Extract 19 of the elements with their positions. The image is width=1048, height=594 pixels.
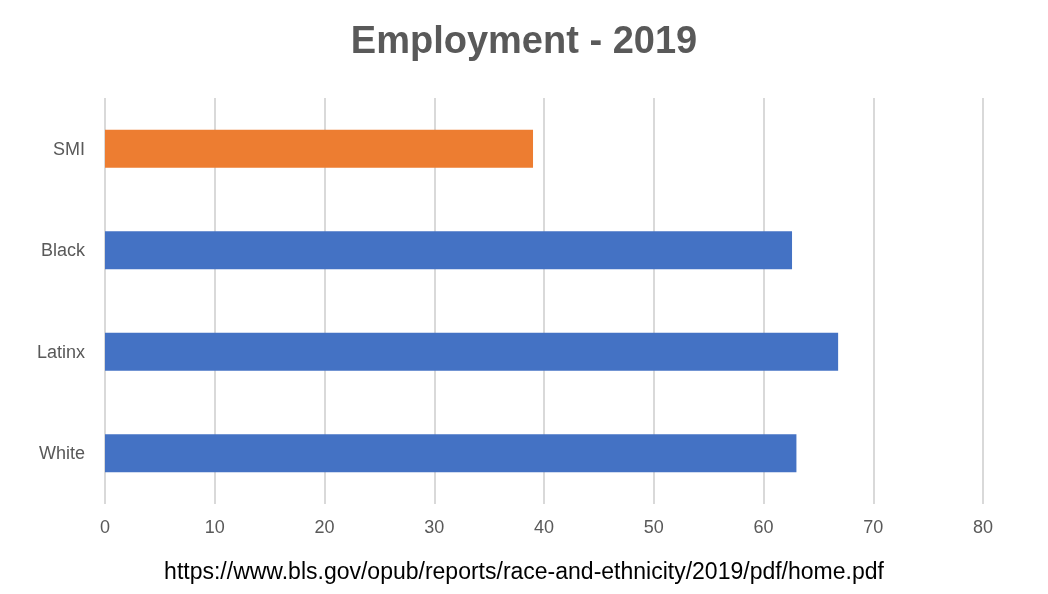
x-tick-label: 40 — [533, 517, 555, 537]
x-tick-label: 0 — [99, 517, 111, 537]
y-tick-label: White — [38, 443, 85, 464]
text: https://www.bls.gov/opub/reports/race-and-ethnicity/2019/pdf/home.pdf — [164, 557, 885, 584]
x-tick-label: 80 — [972, 517, 994, 537]
y-tick-label: SMI — [52, 138, 85, 159]
x-tick-label: 20 — [314, 517, 335, 537]
bar — [105, 129, 534, 168]
x-tick-label: 70 — [863, 517, 884, 537]
bar — [105, 231, 793, 270]
y-tick-label: Latinx — [36, 341, 85, 362]
x-tick-label: 30 — [424, 517, 445, 537]
y-tick-label: Black — [40, 240, 86, 261]
x-tick-label: 10 — [204, 517, 225, 537]
bar — [105, 332, 839, 371]
bar — [105, 434, 797, 473]
x-tick-label: 50 — [643, 517, 664, 537]
chart-title: Employment - 2019 — [350, 19, 698, 61]
x-tick-label: 60 — [753, 517, 774, 537]
